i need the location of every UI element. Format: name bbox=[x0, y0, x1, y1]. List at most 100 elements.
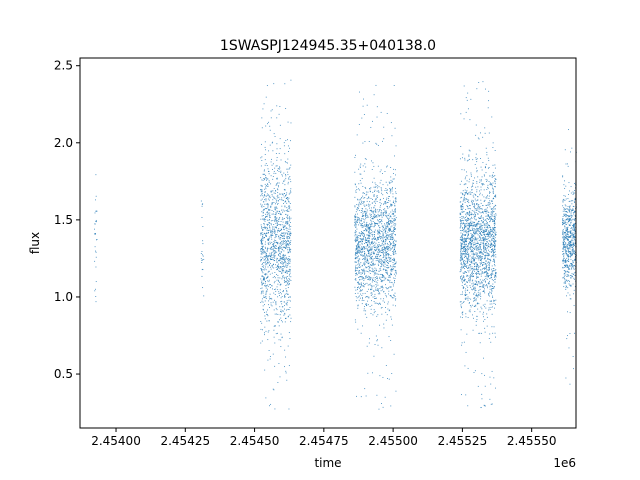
data-point bbox=[263, 278, 264, 279]
data-point bbox=[382, 244, 384, 246]
data-point bbox=[492, 182, 494, 184]
data-point bbox=[279, 289, 281, 291]
data-point bbox=[466, 248, 468, 250]
data-point bbox=[480, 217, 482, 219]
data-point bbox=[390, 220, 392, 222]
data-point bbox=[391, 289, 393, 291]
data-point bbox=[389, 187, 391, 189]
data-point bbox=[286, 229, 288, 231]
data-point bbox=[372, 120, 373, 122]
data-point bbox=[288, 224, 290, 226]
data-point bbox=[273, 241, 275, 242]
data-point bbox=[260, 293, 262, 295]
data-point bbox=[492, 241, 494, 243]
data-point bbox=[377, 290, 379, 291]
data-point bbox=[360, 248, 362, 250]
data-point bbox=[485, 277, 487, 279]
data-point bbox=[378, 260, 380, 262]
data-point bbox=[392, 266, 394, 268]
data-point bbox=[488, 212, 490, 213]
data-point bbox=[389, 242, 391, 244]
data-point bbox=[464, 248, 466, 250]
data-point bbox=[461, 208, 463, 210]
data-point bbox=[473, 224, 475, 226]
data-point bbox=[261, 190, 263, 192]
data-point bbox=[365, 275, 367, 277]
data-point bbox=[363, 310, 365, 312]
data-point bbox=[380, 278, 382, 280]
data-point bbox=[486, 245, 488, 247]
data-point bbox=[463, 250, 465, 252]
data-point bbox=[386, 165, 388, 167]
data-point bbox=[394, 299, 396, 301]
data-point bbox=[481, 208, 483, 210]
data-point bbox=[369, 228, 371, 230]
data-point bbox=[469, 224, 471, 226]
data-point bbox=[369, 216, 371, 218]
data-point bbox=[286, 235, 288, 237]
data-point bbox=[270, 263, 272, 265]
data-point bbox=[474, 216, 476, 218]
data-point bbox=[467, 213, 469, 215]
data-point bbox=[371, 235, 373, 237]
data-point bbox=[271, 285, 273, 287]
data-point bbox=[358, 218, 360, 220]
data-point bbox=[486, 215, 488, 217]
data-point bbox=[379, 233, 381, 235]
data-point bbox=[474, 305, 475, 307]
data-point bbox=[277, 313, 279, 315]
data-point bbox=[465, 250, 466, 251]
data-point bbox=[475, 258, 477, 260]
data-point bbox=[376, 216, 378, 218]
data-point bbox=[277, 277, 279, 279]
data-point bbox=[289, 228, 291, 230]
data-point bbox=[385, 258, 387, 260]
data-point bbox=[469, 264, 471, 266]
data-point bbox=[484, 175, 485, 177]
data-point bbox=[484, 209, 486, 211]
data-point bbox=[394, 208, 396, 210]
data-point bbox=[476, 209, 478, 211]
data-point bbox=[270, 205, 272, 207]
data-point bbox=[467, 206, 469, 208]
data-point bbox=[269, 298, 271, 300]
data-point bbox=[267, 168, 269, 170]
data-point bbox=[261, 244, 263, 246]
data-point bbox=[475, 293, 477, 295]
data-point bbox=[477, 255, 479, 256]
data-point bbox=[261, 226, 263, 228]
data-point bbox=[370, 210, 372, 212]
data-point bbox=[283, 210, 285, 212]
data-point bbox=[280, 320, 282, 322]
data-point bbox=[476, 225, 478, 227]
data-point bbox=[462, 277, 464, 279]
data-point bbox=[491, 238, 492, 240]
data-point bbox=[490, 183, 492, 185]
data-point bbox=[356, 251, 358, 253]
data-point bbox=[279, 210, 281, 212]
data-point bbox=[358, 250, 360, 252]
data-point bbox=[491, 243, 493, 245]
data-point bbox=[275, 248, 276, 249]
data-point bbox=[271, 238, 273, 240]
data-point bbox=[471, 235, 473, 237]
data-point bbox=[373, 226, 375, 228]
data-point bbox=[572, 252, 574, 254]
data-point bbox=[283, 265, 285, 267]
data-point bbox=[284, 205, 286, 207]
data-point bbox=[470, 212, 472, 214]
data-point bbox=[354, 222, 356, 224]
data-point bbox=[488, 267, 490, 269]
data-point bbox=[476, 268, 478, 270]
data-point bbox=[494, 279, 496, 280]
data-point bbox=[370, 264, 372, 266]
data-point bbox=[392, 222, 394, 224]
data-point bbox=[286, 227, 288, 229]
data-point bbox=[477, 223, 479, 225]
data-point bbox=[375, 277, 377, 279]
data-point bbox=[479, 244, 481, 246]
data-point bbox=[361, 251, 363, 253]
data-point bbox=[471, 274, 473, 276]
data-point bbox=[460, 204, 462, 206]
data-point bbox=[460, 236, 462, 238]
